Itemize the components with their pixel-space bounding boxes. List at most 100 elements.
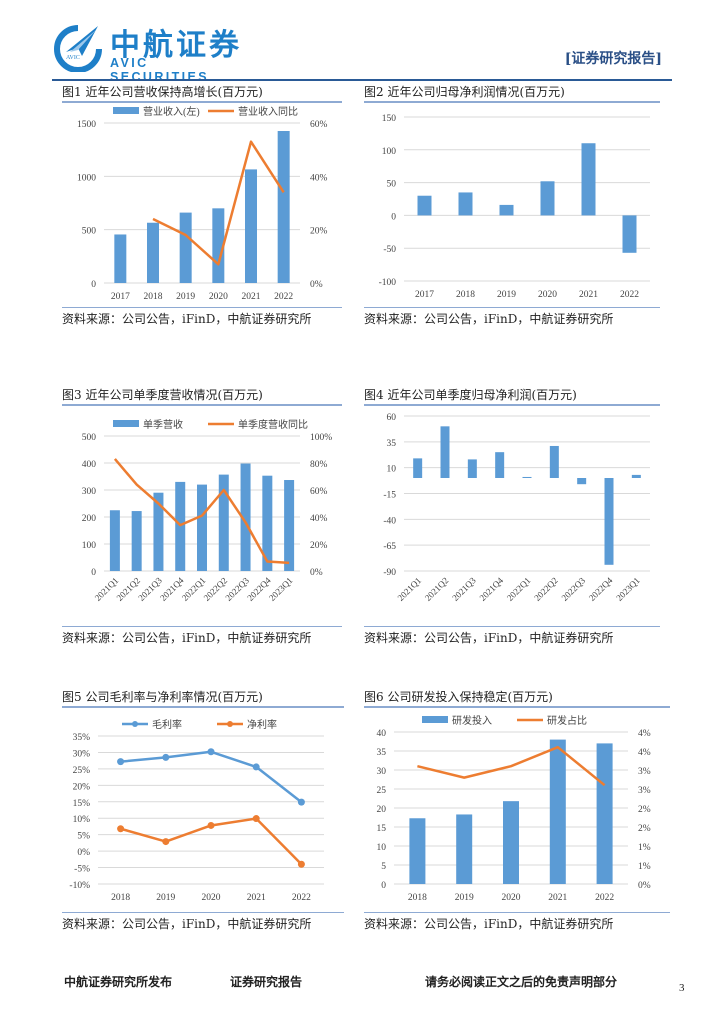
data-point bbox=[207, 747, 215, 755]
bar bbox=[503, 800, 519, 884]
x-tick-label: 2020 bbox=[209, 292, 228, 302]
figure-1-panel: 图1 近年公司营收保持高增长(百万元) 0 500 1000 1500 0% 20% 40%… bbox=[62, 83, 342, 327]
bar bbox=[604, 477, 614, 565]
figure-title: 图3 近年公司单季度营收情况(百万元) bbox=[62, 388, 263, 402]
legend-swatch bbox=[422, 715, 448, 723]
figure-title-rule bbox=[62, 706, 344, 708]
bar bbox=[458, 191, 473, 215]
y-tick-label: 60 bbox=[387, 413, 397, 423]
y-tick-label: -50 bbox=[383, 245, 396, 255]
logo-chinese-name: 中航证券 bbox=[110, 28, 242, 63]
x-tick-label: 2017 bbox=[415, 290, 434, 300]
figure-5-chart: -10% -5% 0% 5% 10% 15% 20% 25% 30% 35% 2018 2019 202… bbox=[69, 718, 324, 903]
y-tick-label: 100 bbox=[382, 146, 397, 156]
bar bbox=[131, 510, 142, 571]
y-tick-label: 20 bbox=[377, 805, 387, 815]
y-tick-label: 20% bbox=[73, 782, 91, 792]
figure-source-rule bbox=[364, 625, 660, 627]
y2-tick-label: 2% bbox=[638, 824, 651, 834]
y-tick-label: 35 bbox=[387, 438, 397, 448]
y-tick-label: 15 bbox=[377, 824, 387, 834]
y-tick-label: 200 bbox=[82, 514, 97, 524]
y-tick-label: 25 bbox=[377, 786, 387, 796]
y-tick-label: 5 bbox=[381, 862, 386, 872]
x-tick-label: 2021Q2 bbox=[423, 575, 451, 603]
bar bbox=[284, 479, 295, 571]
y-tick-label: 30% bbox=[73, 749, 91, 759]
y-tick-label: 0 bbox=[391, 212, 396, 222]
x-tick-label: 2022Q1 bbox=[505, 575, 533, 603]
x-tick-label: 2019 bbox=[497, 290, 516, 300]
y-tick-label: 35 bbox=[377, 748, 387, 758]
y2-tick-label: 1% bbox=[638, 843, 651, 853]
y-tick-label: -90 bbox=[383, 568, 396, 578]
y-tick-label: -5% bbox=[74, 864, 90, 874]
bar bbox=[245, 168, 257, 283]
figure-source-rule bbox=[62, 911, 344, 913]
figure-3-panel: 图3 近年公司单季度营收情况(百万元) 0 100 200 300 400 500 0% 20… bbox=[62, 386, 342, 646]
y-tick-label: 150 bbox=[382, 114, 397, 124]
figure-source: 资料来源：公司公告，iFinD，中航证券研究所 bbox=[364, 917, 614, 931]
figure-source: 资料来源：公司公告，iFinD，中航证券研究所 bbox=[364, 312, 614, 326]
y-tick-label: 50 bbox=[387, 179, 397, 189]
y-tick-label: 500 bbox=[82, 226, 97, 236]
x-tick-label: 2020 bbox=[502, 893, 521, 903]
legend-marker bbox=[227, 720, 233, 727]
y2-tick-label: 0% bbox=[310, 568, 323, 578]
bar bbox=[262, 475, 273, 571]
y-tick-label: 0 bbox=[91, 568, 96, 578]
bar bbox=[240, 463, 251, 571]
x-tick-label: 2019 bbox=[455, 893, 474, 903]
figure-source: 资料来源：公司公告，iFinD，中航证券研究所 bbox=[62, 312, 312, 326]
x-tick-label: 2021Q4 bbox=[478, 574, 506, 602]
bar bbox=[153, 492, 164, 571]
x-tick-label: 2018 bbox=[144, 292, 163, 302]
data-point bbox=[207, 821, 215, 829]
footer-report-type: 证券研究报告 bbox=[230, 975, 303, 989]
bar bbox=[596, 742, 613, 884]
figure-2-panel: 图2 近年公司归母净利润情况(百万元) -100 -50 0 50 100 150 2017… bbox=[364, 83, 660, 327]
legend-label: 研发占比 bbox=[547, 714, 587, 727]
y2-tick-label: 60% bbox=[310, 120, 328, 130]
y-tick-label: 0 bbox=[381, 881, 386, 891]
figure-title-rule bbox=[364, 706, 670, 708]
y-tick-label: 100 bbox=[82, 541, 97, 551]
y-tick-label: 35% bbox=[73, 733, 91, 743]
figure-source-rule bbox=[62, 306, 342, 308]
y2-tick-label: 60% bbox=[310, 487, 328, 497]
x-tick-label: 2019 bbox=[156, 893, 175, 903]
x-tick-label: 2021 bbox=[247, 893, 266, 903]
figure-title: 图4 近年公司单季度归母净利润(百万元) bbox=[364, 388, 577, 402]
bar bbox=[549, 739, 566, 884]
bar bbox=[147, 222, 159, 283]
footer-disclaimer-link[interactable]: 请务必阅读正文之后的免责声明部分 bbox=[425, 975, 618, 989]
bar bbox=[499, 204, 514, 215]
bar bbox=[413, 457, 423, 478]
legend-label: 单季度营收同比 bbox=[238, 418, 308, 431]
y-tick-label: -40 bbox=[383, 516, 396, 526]
y-tick-label: -65 bbox=[383, 542, 396, 552]
bar bbox=[197, 484, 207, 571]
y2-tick-label: 1% bbox=[638, 862, 651, 872]
y2-tick-label: 20% bbox=[310, 541, 328, 551]
x-tick-label: 2021 bbox=[242, 292, 261, 302]
page-number: 3 bbox=[679, 982, 685, 994]
bar bbox=[109, 509, 120, 571]
y2-tick-label: 100% bbox=[310, 433, 332, 443]
bar bbox=[212, 207, 225, 283]
y-tick-label: 400 bbox=[82, 460, 97, 470]
bar bbox=[409, 817, 426, 884]
figure-6-panel: 图6 公司研发投入保持稳定(百万元) 0 5 10 15 20 25 30 35 40 0% 1% 1… bbox=[364, 688, 670, 932]
legend-marker bbox=[132, 720, 138, 727]
figure-6-chart: 0 5 10 15 20 25 30 35 40 0% 1% 1% 2% 2% 3% 3% 4% 4% 2018 20… bbox=[377, 714, 651, 903]
legend-swatch bbox=[113, 419, 139, 427]
figure-title: 图1 近年公司营收保持高增长(百万元) bbox=[62, 85, 263, 99]
figure-title-rule bbox=[364, 101, 660, 103]
data-point bbox=[297, 860, 305, 868]
y2-tick-label: 4% bbox=[638, 748, 651, 758]
y-tick-label: 5% bbox=[77, 831, 90, 841]
figure-source-rule bbox=[364, 306, 660, 308]
figure-title-rule bbox=[62, 404, 342, 406]
y-tick-label: 500 bbox=[82, 433, 97, 443]
y-tick-label: 300 bbox=[82, 487, 97, 497]
